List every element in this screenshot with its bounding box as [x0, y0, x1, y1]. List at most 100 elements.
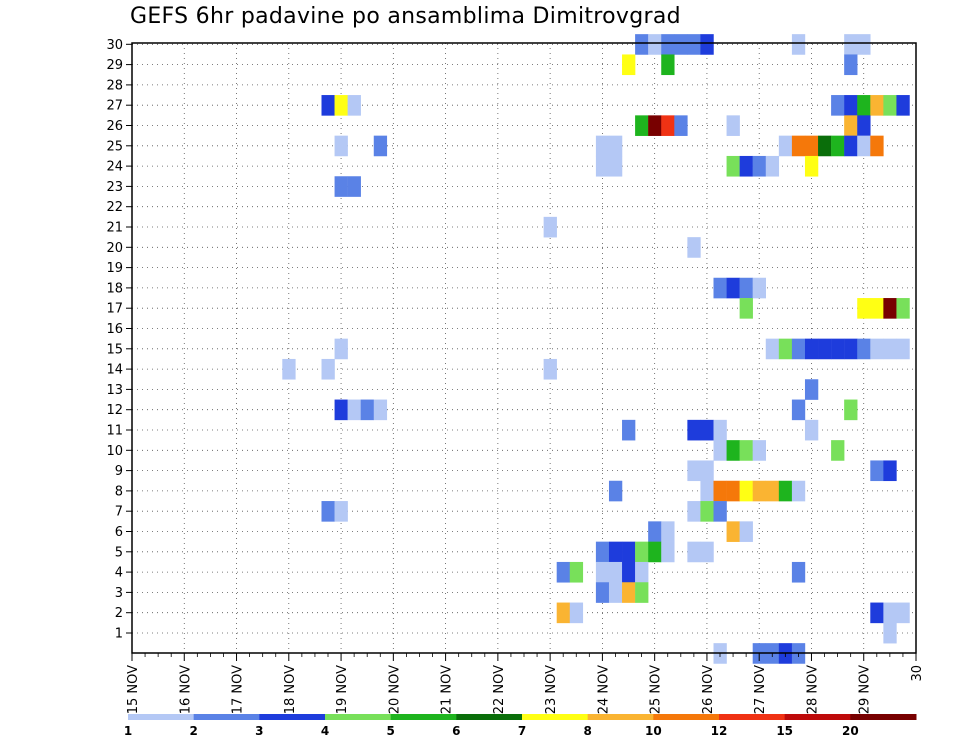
- y-tick-label: 17: [106, 302, 123, 317]
- heatmap-cell: [883, 95, 897, 116]
- heatmap-cell: [752, 155, 766, 177]
- heatmap-cell: [595, 155, 610, 177]
- heatmap-cell: [752, 440, 766, 461]
- heatmap-cell: [844, 135, 858, 157]
- legend-label: 12: [711, 724, 728, 738]
- heatmap-cell: [569, 602, 584, 624]
- heatmap-cell: [739, 480, 753, 502]
- legend-label: 10: [645, 724, 662, 738]
- heatmap-cell: [804, 135, 819, 157]
- y-tick-label: 20: [106, 241, 123, 256]
- heatmap-cell: [844, 54, 858, 76]
- legend-label: 20: [842, 724, 859, 738]
- heatmap-cell: [373, 135, 388, 157]
- legend-label: 7: [518, 724, 526, 738]
- heatmap-cell: [778, 480, 793, 502]
- heatmap-cell: [622, 54, 636, 76]
- heatmap-cell: [791, 480, 806, 502]
- heatmap-cell: [791, 399, 806, 421]
- y-tick-label: 19: [106, 261, 123, 276]
- heatmap-cells: [282, 34, 910, 664]
- heatmap-cell: [661, 541, 675, 563]
- heatmap-cell: [556, 561, 570, 583]
- heatmap-cell: [635, 34, 649, 55]
- heatmap-cell: [765, 155, 780, 177]
- legend-swatch: [719, 714, 786, 720]
- y-tick-label: 3: [115, 586, 123, 601]
- heatmap-cell: [635, 582, 649, 603]
- x-tick-label: 26 NOV: [701, 665, 716, 714]
- y-tick-label: 18: [106, 281, 123, 296]
- y-tick-label: 29: [106, 58, 123, 73]
- color-legend: 1 2 3 4 5 6 7 8 10 12 15 20: [124, 714, 917, 738]
- plot-frame: [131, 42, 917, 654]
- heatmap-cell: [661, 521, 675, 542]
- y-tick-label: 4: [115, 566, 123, 581]
- heatmap-cell: [700, 460, 714, 482]
- heatmap-cell: [870, 135, 884, 157]
- heatmap-cell: [804, 338, 819, 360]
- y-tick-label: 26: [106, 119, 123, 134]
- heatmap-cell: [804, 155, 819, 177]
- y-tick-label: 13: [106, 383, 123, 398]
- heatmap-cell: [778, 135, 793, 157]
- y-tick-label: 22: [106, 200, 123, 215]
- heatmap-cell: [726, 155, 740, 177]
- heatmap-cell: [543, 216, 557, 238]
- heatmap-cell: [608, 541, 623, 563]
- x-tick-label: 22 NOV: [492, 665, 507, 714]
- y-tick-label: 10: [106, 444, 123, 459]
- heatmap-cell: [896, 338, 910, 360]
- heatmap-cell: [334, 95, 348, 116]
- x-tick-label: 17 NOV: [231, 665, 246, 714]
- heatmap-cell: [648, 541, 662, 563]
- heatmap-cell: [700, 541, 714, 563]
- legend-swatch: [128, 714, 195, 720]
- heatmap-cell: [622, 582, 636, 603]
- heatmap-cell: [687, 34, 701, 55]
- heatmap-cell: [700, 419, 714, 441]
- heatmap-cell: [831, 338, 845, 360]
- legend-label: 1: [124, 724, 132, 738]
- heatmap-cell: [726, 277, 740, 299]
- heatmap-cell: [857, 95, 871, 116]
- heatmap-cell: [831, 440, 845, 461]
- heatmap-cell: [857, 338, 871, 360]
- heatmap-cell: [282, 358, 296, 380]
- heatmap-cell: [661, 54, 675, 76]
- y-tick-label: 15: [106, 342, 123, 357]
- heatmap-cell: [870, 95, 884, 116]
- heatmap-cell: [726, 115, 740, 136]
- heatmap-cell: [726, 480, 740, 502]
- heatmap-cell: [321, 358, 335, 380]
- x-tick-label: 18 NOV: [283, 665, 298, 714]
- y-tick-label: 1: [115, 627, 123, 642]
- y-tick-label: 30: [106, 38, 123, 53]
- y-tick-label: 27: [106, 99, 123, 114]
- y-tick-label: 5: [115, 545, 123, 560]
- heatmap-cell: [608, 480, 623, 502]
- heatmap-cell: [713, 277, 727, 299]
- legend-swatch: [784, 714, 851, 720]
- heatmap-cell: [687, 460, 701, 482]
- y-tick-label: 12: [106, 403, 123, 418]
- heatmap-cell: [595, 135, 610, 157]
- legend-label: 3: [255, 724, 263, 738]
- heatmap-cell: [870, 460, 884, 482]
- y-tick-label: 23: [106, 180, 123, 195]
- y-tick-label: 7: [115, 505, 123, 520]
- heatmap-cell: [700, 501, 714, 522]
- heatmap-cell: [713, 480, 727, 502]
- legend-label: 15: [776, 724, 793, 738]
- heatmap-cell: [648, 34, 662, 55]
- legend-label: 6: [452, 724, 460, 738]
- heatmap-cell: [739, 155, 753, 177]
- heatmap-cell: [778, 338, 793, 360]
- heatmap-cell: [608, 135, 623, 157]
- legend-swatch: [653, 714, 720, 720]
- x-tick-label: 16 NOV: [178, 665, 193, 714]
- heatmap-cell: [896, 602, 910, 624]
- heatmap-cell: [622, 541, 636, 563]
- heatmap-cell: [739, 521, 753, 542]
- y-tick-label: 6: [115, 525, 123, 540]
